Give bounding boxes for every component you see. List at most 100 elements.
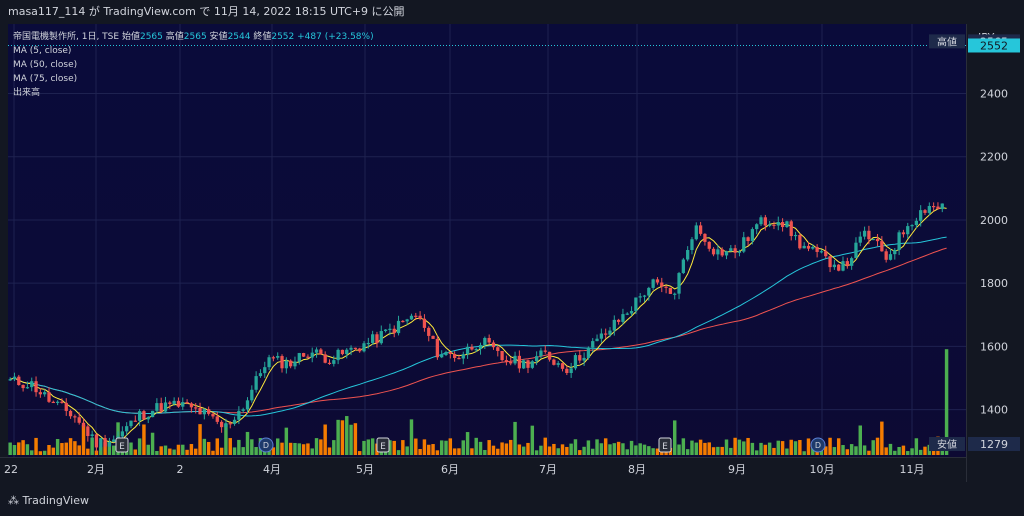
volume-bar — [68, 438, 73, 455]
candle-body — [383, 329, 388, 332]
candle-body — [327, 362, 332, 364]
candle-body — [923, 210, 927, 213]
volume-bar — [845, 449, 850, 455]
volume-bar — [906, 451, 910, 455]
volume-bar — [763, 444, 768, 455]
legend-ma5[interactable]: MA (5, close) — [13, 46, 72, 56]
time-axis[interactable] — [0, 457, 966, 483]
legend-ma50[interactable]: MA (50, close) — [13, 60, 78, 70]
legend-ma75[interactable]: MA (75, close) — [13, 74, 78, 84]
volume-bar — [431, 444, 435, 455]
candle-body — [237, 410, 241, 420]
x-tick-label: 8月 — [628, 463, 646, 476]
candle-body — [552, 359, 556, 365]
candle-body — [560, 363, 565, 369]
attribution-text: masa117_114 が TradingView.com で 11月 14, … — [8, 5, 405, 18]
candle-body — [936, 206, 940, 210]
volume-bar — [543, 437, 547, 455]
volume-bar — [388, 440, 392, 455]
candle-body — [604, 333, 608, 335]
volume-bar — [457, 448, 461, 455]
ma50-line — [10, 236, 947, 417]
candle-body — [940, 203, 944, 210]
volume-bar — [64, 442, 68, 455]
candle-body — [409, 315, 414, 320]
candle-body — [254, 376, 258, 390]
volume-bar — [655, 448, 660, 455]
volume-bar — [608, 444, 612, 455]
volume-bar — [944, 349, 949, 455]
candle-body — [914, 220, 919, 226]
legend-change-value: +487 (+23.58%) — [297, 32, 374, 42]
volume-bar — [590, 448, 595, 455]
candle-body — [38, 392, 43, 395]
candle-body — [703, 233, 707, 242]
volume-bar — [750, 442, 755, 455]
legend-open-label: 始値 — [121, 32, 140, 42]
volume-bar — [491, 445, 496, 455]
volume-bar — [849, 444, 854, 455]
candle-body — [185, 402, 189, 404]
legend-symbol: 帝国電機製作所, 1日, TSE — [13, 32, 120, 42]
candle-body — [146, 417, 150, 420]
price-axis[interactable] — [966, 24, 1024, 482]
candle-body — [401, 320, 405, 323]
y-tick-label: 1800 — [980, 277, 1008, 290]
candle-body — [207, 409, 211, 414]
volume-bar — [759, 442, 763, 455]
volume-bar — [789, 439, 793, 455]
candle-body — [664, 286, 668, 288]
volume-bar — [327, 447, 332, 455]
volume-bar — [672, 420, 677, 455]
candle-body — [737, 251, 742, 253]
legend-volume[interactable]: 出来高 — [13, 88, 41, 98]
x-tick-label: 2 — [177, 463, 184, 476]
candle-body — [543, 350, 547, 352]
volume-bar — [556, 448, 560, 455]
legend-high-value: 2565 — [183, 32, 207, 42]
volume-bar — [836, 438, 841, 455]
legend-close-label: 終値 — [253, 32, 272, 42]
candle-body — [513, 355, 517, 364]
candle-body — [906, 226, 910, 235]
volume-bar — [353, 423, 358, 455]
candle-body — [478, 345, 483, 350]
low-value-box — [968, 437, 1020, 451]
candle-body — [651, 279, 655, 288]
candle-body — [452, 354, 457, 358]
x-tick-label: 11月 — [900, 463, 925, 476]
volume-bar — [297, 443, 302, 455]
candle-body — [491, 342, 496, 348]
volume-bar — [858, 425, 863, 455]
volume-bar — [681, 438, 686, 455]
candle-body — [293, 361, 297, 367]
volume-bar — [280, 442, 284, 455]
volume-bar — [578, 450, 582, 455]
candle-body — [694, 225, 698, 240]
tradingview-logo[interactable]: ⁂ TradingView — [8, 494, 89, 507]
candle-body — [858, 236, 862, 243]
top-bar: masa117_114 が TradingView.com で 11月 14, … — [0, 0, 1024, 24]
x-tick-label: 10月 — [810, 463, 835, 476]
earnings-marker — [115, 437, 129, 453]
volume-bar — [867, 450, 871, 455]
volume-bar — [228, 438, 232, 455]
volume-bar — [530, 425, 535, 455]
volume-bar — [142, 424, 146, 455]
candle-body — [828, 256, 832, 268]
volume-bar — [163, 445, 168, 455]
volume-bar — [81, 425, 86, 455]
y-tick-label: 2400 — [980, 88, 1008, 101]
volume-bar — [129, 442, 133, 455]
candle-body — [17, 376, 21, 385]
volume-bar — [198, 424, 202, 455]
volume-bar — [314, 438, 319, 455]
volume-bar — [232, 447, 237, 455]
candle-body — [241, 409, 245, 411]
volume-bar — [918, 449, 923, 455]
volume-bar — [284, 427, 289, 455]
volume-bar — [599, 443, 604, 455]
volume-bar — [880, 421, 884, 455]
